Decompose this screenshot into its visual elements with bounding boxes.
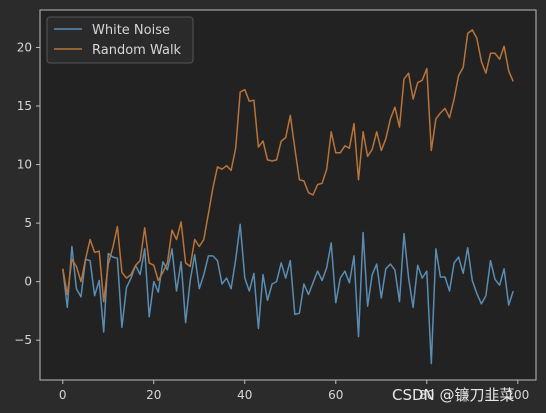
watermark: CSDN @镰刀韭菜 [392, 386, 515, 404]
x-tick-label: 60 [328, 388, 343, 402]
x-tick-label: 80 [419, 388, 434, 402]
axis-ticks: 0 20 40 60 80 100 −5 0 5 10 15 20 [14, 40, 529, 402]
y-tick-label: 5 [24, 216, 32, 230]
x-tick-label: 20 [146, 388, 161, 402]
legend: White Noise Random Walk [46, 16, 194, 64]
x-tick-label: 0 [59, 388, 67, 402]
series-line-random-walk [62, 29, 514, 303]
legend-label-random-walk: Random Walk [92, 43, 182, 58]
x-tick-label: 100 [506, 388, 529, 402]
series-lines [62, 29, 514, 365]
y-tick-label: 0 [24, 275, 32, 289]
plot-area [39, 9, 537, 381]
legend-box [46, 16, 194, 64]
legend-label-white-noise: White Noise [92, 23, 170, 38]
y-tick-label: 15 [17, 99, 32, 113]
x-tick-label: 40 [237, 388, 252, 402]
series-line-white-noise [62, 223, 514, 365]
y-tick-label: 10 [17, 158, 32, 172]
y-tick-label: −5 [14, 333, 32, 347]
y-tick-label: 20 [17, 40, 32, 54]
